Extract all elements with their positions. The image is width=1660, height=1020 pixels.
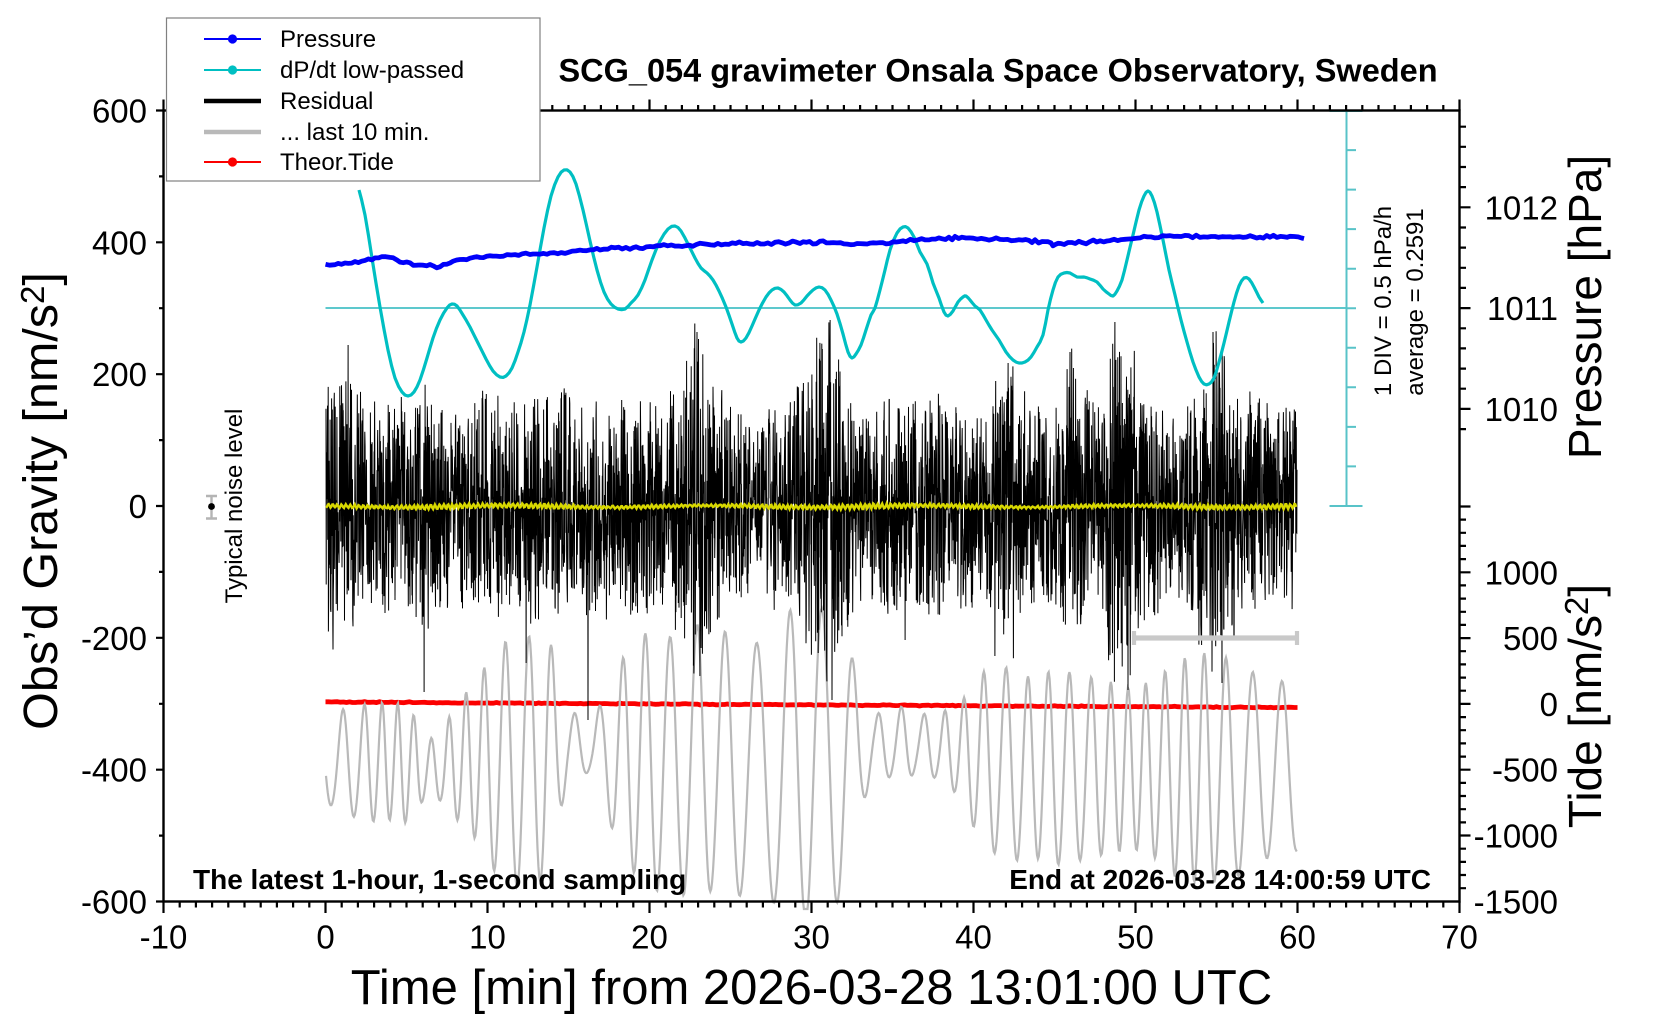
svg-text:-10: -10 xyxy=(140,919,188,956)
svg-text:50: 50 xyxy=(1117,919,1154,956)
svg-text:Typical noise level: Typical noise level xyxy=(221,409,248,604)
svg-text:600: 600 xyxy=(92,93,147,130)
svg-text:Residual: Residual xyxy=(280,88,373,115)
svg-text:0: 0 xyxy=(1540,686,1558,723)
svg-text:The latest 1-hour, 1-second sa: The latest 1-hour, 1-second sampling xyxy=(193,864,686,895)
svg-text:Obs’d Gravity [nm/s2]: Obs’d Gravity [nm/s2] xyxy=(14,272,68,730)
svg-text:200: 200 xyxy=(92,356,147,393)
svg-text:1000: 1000 xyxy=(1485,554,1558,591)
svg-text:-1500: -1500 xyxy=(1474,883,1558,920)
svg-text:average = 0.2591: average = 0.2591 xyxy=(1402,208,1429,396)
svg-text:Tide [nm/s2]: Tide [nm/s2] xyxy=(1558,584,1611,828)
svg-text:10: 10 xyxy=(469,919,506,956)
svg-text:0: 0 xyxy=(129,488,147,525)
svg-text:1011: 1011 xyxy=(1487,290,1558,327)
svg-text:End at 2026-03-28 14:00:59 UTC: End at 2026-03-28 14:00:59 UTC xyxy=(1009,864,1431,895)
svg-text:Theor.Tide: Theor.Tide xyxy=(280,149,394,176)
svg-text:-1000: -1000 xyxy=(1474,818,1558,855)
svg-text:-600: -600 xyxy=(81,884,147,921)
svg-text:Time [min] from 2026-03-28 13:: Time [min] from 2026-03-28 13:01:00 UTC xyxy=(351,961,1272,1015)
svg-text:40: 40 xyxy=(955,919,992,956)
svg-text:-200: -200 xyxy=(81,620,147,657)
svg-text:Pressure: Pressure xyxy=(280,26,376,53)
svg-text:-400: -400 xyxy=(81,752,147,789)
svg-text:500: 500 xyxy=(1503,620,1558,657)
svg-text:SCG_054 gravimeter Onsala Spac: SCG_054 gravimeter Onsala Space Observat… xyxy=(558,53,1437,89)
svg-text:-500: -500 xyxy=(1492,752,1558,789)
svg-text:0: 0 xyxy=(316,919,334,956)
svg-text:dP/dt low-passed: dP/dt low-passed xyxy=(280,57,464,84)
svg-text:Pressure [hPa]: Pressure [hPa] xyxy=(1559,155,1611,459)
svg-text:30: 30 xyxy=(793,919,830,956)
svg-text:20: 20 xyxy=(631,919,668,956)
svg-text:1010: 1010 xyxy=(1485,391,1558,428)
svg-text:60: 60 xyxy=(1279,919,1316,956)
svg-text:400: 400 xyxy=(92,224,147,261)
svg-text:1 DIV = 0.5 hPa/h: 1 DIV = 0.5 hPa/h xyxy=(1370,206,1397,396)
svg-text:70: 70 xyxy=(1441,919,1478,956)
svg-text:... last 10 min.: ... last 10 min. xyxy=(280,119,429,146)
svg-text:1012: 1012 xyxy=(1485,189,1558,226)
